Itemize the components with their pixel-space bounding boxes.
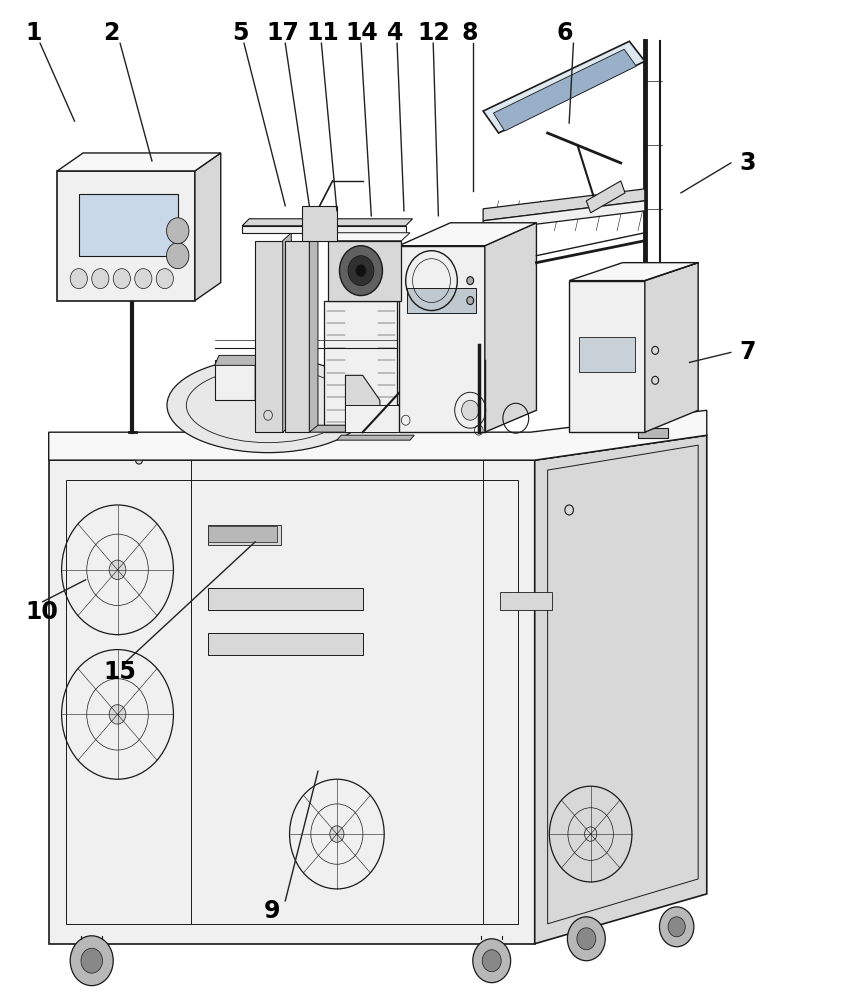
Polygon shape <box>535 435 707 944</box>
Polygon shape <box>586 181 625 213</box>
Polygon shape <box>485 223 537 432</box>
Polygon shape <box>345 405 399 432</box>
Polygon shape <box>283 233 292 432</box>
Circle shape <box>473 939 511 983</box>
Text: 15: 15 <box>103 660 135 684</box>
FancyBboxPatch shape <box>79 194 178 256</box>
Circle shape <box>81 948 103 973</box>
Text: 14: 14 <box>345 21 378 45</box>
Text: 4: 4 <box>387 21 403 45</box>
Text: 11: 11 <box>306 21 338 45</box>
Text: 6: 6 <box>557 21 573 45</box>
Polygon shape <box>328 241 401 301</box>
Polygon shape <box>255 350 275 400</box>
Text: 2: 2 <box>103 21 119 45</box>
Polygon shape <box>494 49 636 131</box>
Circle shape <box>91 269 109 289</box>
Circle shape <box>113 269 130 289</box>
Circle shape <box>135 269 152 289</box>
Polygon shape <box>337 435 414 440</box>
Polygon shape <box>324 301 397 432</box>
Circle shape <box>567 917 605 961</box>
Polygon shape <box>298 425 433 432</box>
FancyBboxPatch shape <box>407 288 476 313</box>
Circle shape <box>462 400 479 420</box>
Circle shape <box>659 907 694 947</box>
FancyBboxPatch shape <box>208 633 362 655</box>
Polygon shape <box>48 435 707 460</box>
Polygon shape <box>309 233 318 432</box>
Polygon shape <box>569 263 698 281</box>
Circle shape <box>167 218 189 244</box>
Circle shape <box>652 346 658 354</box>
Circle shape <box>70 936 113 986</box>
Polygon shape <box>243 226 406 233</box>
FancyBboxPatch shape <box>208 588 362 610</box>
Polygon shape <box>569 281 645 432</box>
FancyBboxPatch shape <box>302 206 337 241</box>
Polygon shape <box>255 241 283 432</box>
Text: 12: 12 <box>418 21 450 45</box>
Polygon shape <box>215 355 273 365</box>
Polygon shape <box>57 153 221 171</box>
Circle shape <box>109 560 126 580</box>
Polygon shape <box>286 241 309 432</box>
Text: 10: 10 <box>26 600 59 624</box>
Text: 17: 17 <box>267 21 299 45</box>
Polygon shape <box>483 201 645 231</box>
Polygon shape <box>215 360 255 400</box>
Polygon shape <box>48 410 707 460</box>
Text: 9: 9 <box>264 899 280 923</box>
Circle shape <box>330 826 344 842</box>
FancyBboxPatch shape <box>208 526 277 542</box>
Polygon shape <box>399 246 485 432</box>
Polygon shape <box>483 189 645 221</box>
Circle shape <box>652 376 658 384</box>
Circle shape <box>467 297 474 305</box>
FancyBboxPatch shape <box>208 525 281 545</box>
Text: 7: 7 <box>740 340 756 364</box>
Circle shape <box>356 265 366 277</box>
FancyBboxPatch shape <box>501 592 552 610</box>
FancyBboxPatch shape <box>638 428 668 438</box>
Circle shape <box>668 917 685 937</box>
Polygon shape <box>399 223 537 246</box>
Circle shape <box>565 505 573 515</box>
Circle shape <box>109 705 126 724</box>
Polygon shape <box>645 263 698 432</box>
Circle shape <box>584 827 597 841</box>
Circle shape <box>348 256 374 286</box>
Polygon shape <box>195 153 221 301</box>
Text: 5: 5 <box>232 21 249 45</box>
Circle shape <box>135 456 142 464</box>
Circle shape <box>167 243 189 269</box>
Circle shape <box>339 246 382 296</box>
Circle shape <box>156 269 173 289</box>
Circle shape <box>70 269 87 289</box>
Polygon shape <box>57 171 195 301</box>
Polygon shape <box>48 460 535 944</box>
Polygon shape <box>345 375 380 432</box>
Text: 8: 8 <box>462 21 478 45</box>
Circle shape <box>482 950 501 972</box>
FancyBboxPatch shape <box>579 337 635 372</box>
Text: 3: 3 <box>740 151 756 175</box>
Text: 1: 1 <box>26 21 41 45</box>
Polygon shape <box>243 219 413 226</box>
Polygon shape <box>328 233 410 241</box>
Circle shape <box>467 277 474 285</box>
Ellipse shape <box>167 358 369 453</box>
Circle shape <box>576 928 595 950</box>
Polygon shape <box>483 41 645 133</box>
